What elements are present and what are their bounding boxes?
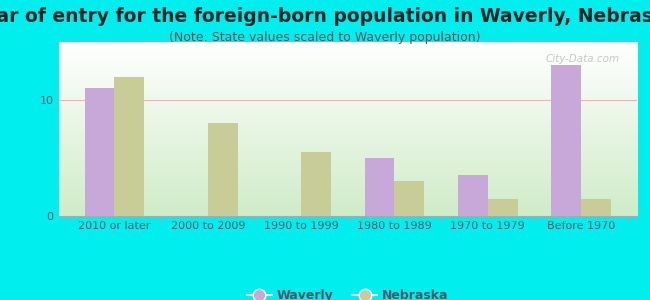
Text: City-Data.com: City-Data.com	[545, 54, 619, 64]
Bar	[365, 158, 395, 216]
Bar	[581, 199, 611, 216]
Bar	[551, 65, 581, 216]
Bar	[395, 181, 424, 216]
Legend: Waverly, Nebraska: Waverly, Nebraska	[242, 284, 454, 300]
Bar	[114, 77, 144, 216]
Bar	[488, 199, 517, 216]
Bar	[208, 123, 238, 216]
Text: (Note: State values scaled to Waverly population): (Note: State values scaled to Waverly po…	[169, 32, 481, 44]
Bar	[301, 152, 331, 216]
Text: Year of entry for the foreign-born population in Waverly, Nebraska: Year of entry for the foreign-born popul…	[0, 8, 650, 26]
Bar	[84, 88, 114, 216]
Bar	[458, 176, 488, 216]
